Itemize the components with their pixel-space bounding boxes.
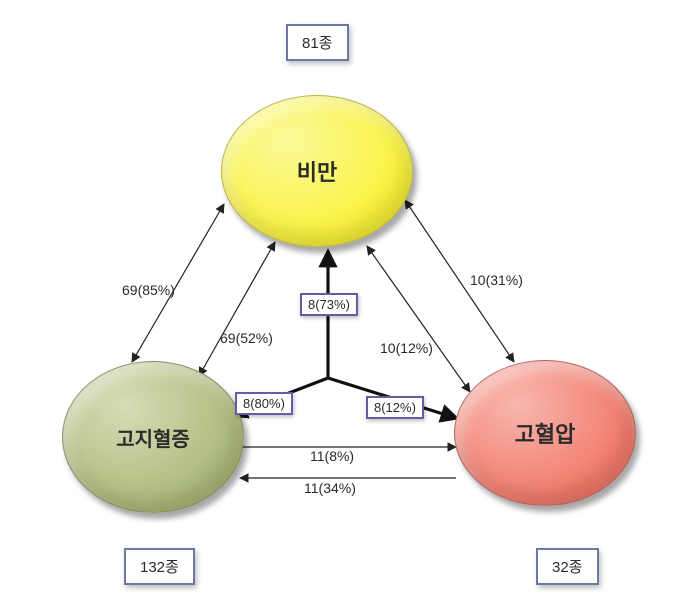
node-hypertension: 고혈압 bbox=[454, 360, 636, 506]
edge-label-lr-upper: 11(8%) bbox=[310, 448, 354, 464]
edge-label-tl-inner: 69(52%) bbox=[220, 330, 273, 346]
count-box-hyperlipidemia-label: 132종 bbox=[140, 559, 179, 576]
count-box-hypertension-label: 32종 bbox=[552, 559, 583, 576]
node-obesity-label: 비만 bbox=[297, 155, 337, 187]
edge-label-lr-lower: 11(34%) bbox=[304, 480, 356, 496]
edge-label-tr-outer: 10(31%) bbox=[470, 272, 523, 288]
center-box-hyperlipidemia: 8(80%) bbox=[235, 392, 293, 415]
center-box-obesity: 8(73%) bbox=[300, 293, 358, 316]
edge-tl-inner bbox=[199, 242, 275, 376]
count-box-obesity-label: 81종 bbox=[302, 35, 333, 52]
node-obesity: 비만 bbox=[221, 95, 413, 247]
count-box-hypertension: 32종 bbox=[536, 548, 599, 585]
node-hyperlipidemia: 고지혈증 bbox=[62, 361, 244, 513]
edge-tr-inner bbox=[367, 246, 470, 392]
node-hyperlipidemia-label: 고지혈증 bbox=[116, 423, 190, 452]
node-hypertension-label: 고혈압 bbox=[515, 417, 576, 449]
count-box-hyperlipidemia: 132종 bbox=[124, 548, 195, 585]
edge-label-tl-outer: 69(85%) bbox=[122, 282, 175, 298]
edge-label-tr-inner: 10(12%) bbox=[380, 340, 433, 356]
count-box-obesity: 81종 bbox=[286, 24, 349, 61]
diagram-canvas: 비만 고지혈증 고혈압 81종 132종 32종 69(85%) 69(52%)… bbox=[0, 0, 673, 601]
center-box-hypertension: 8(12%) bbox=[366, 396, 424, 419]
